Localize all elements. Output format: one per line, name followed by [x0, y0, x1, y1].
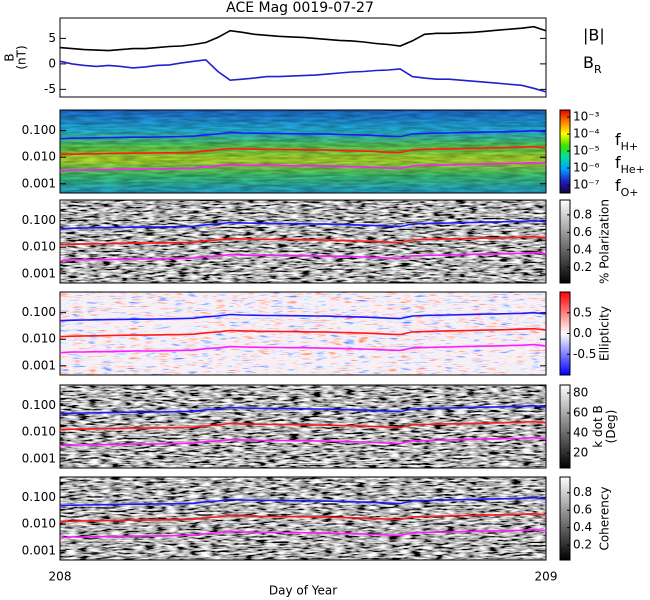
- colorbar: [559, 476, 571, 561]
- y-tick-label: 0.100: [22, 123, 56, 137]
- series-line: [59, 343, 547, 354]
- y-tick-label: -5: [44, 82, 56, 96]
- y-tick-label: 0.010: [22, 332, 56, 346]
- colorbar-tick-label: 0.8: [573, 207, 592, 221]
- spectrogram-bg: [60, 292, 546, 375]
- colorbar-tick-label: 0.4: [573, 520, 592, 534]
- colorbar-label: (Deg): [604, 410, 618, 444]
- series-line: [59, 129, 547, 140]
- series-line: [59, 327, 547, 338]
- legend-label: fHe+: [615, 153, 645, 176]
- y-tick-label: 0.001: [22, 266, 56, 280]
- series-line: [59, 436, 547, 447]
- colorbar-tick-label: -0.5: [573, 347, 596, 361]
- series-line: [59, 219, 547, 230]
- legend-label: fO+: [615, 176, 639, 199]
- colorbar-label: % Polarization: [598, 199, 612, 284]
- colorbar-tick-label: 10⁻³: [573, 110, 600, 124]
- spectrogram-texture: [60, 110, 546, 193]
- series-line: [59, 251, 547, 262]
- spectrogram-bg: [60, 200, 546, 283]
- colorbar-tick-label: 0.8: [573, 485, 592, 499]
- spectrogram-bg: [60, 385, 546, 468]
- series-line: [59, 145, 547, 156]
- series-line: [59, 58, 547, 93]
- spectrogram-bg: [60, 477, 546, 560]
- y-tick-label: 0: [48, 56, 56, 70]
- y-tick-label: 0.100: [22, 305, 56, 319]
- colorbar-tick-label: 10⁻⁴: [573, 127, 600, 141]
- x-axis-label: Day of Year: [269, 584, 337, 598]
- y-tick-label: 0.010: [22, 150, 56, 164]
- y-axis-label: (nT): [15, 45, 29, 69]
- plot-frame: [59, 291, 547, 376]
- plot-frame: [59, 384, 547, 469]
- series-line: [59, 161, 547, 172]
- colorbar-tick-label: 10⁻⁶: [573, 161, 600, 175]
- colorbar-tick-label: 0.2: [573, 538, 592, 552]
- colorbar-tick-label: 0.6: [573, 225, 592, 239]
- colorbar-tick-label: 60: [573, 406, 588, 420]
- colorbar-label: Ellipticity: [598, 306, 612, 361]
- legend-label: |B|: [583, 26, 605, 45]
- colorbar-label: k dot B: [591, 405, 605, 447]
- chart-title: ACE Mag 0019-07-27: [226, 0, 374, 16]
- y-tick-label: 0.010: [22, 517, 56, 531]
- x-tick-label: 208: [49, 570, 72, 584]
- colorbar-tick-label: 20: [573, 446, 588, 460]
- colorbar-tick-label: 0.2: [573, 260, 592, 274]
- y-tick-label: 0.010: [22, 425, 56, 439]
- legend-label: fH+: [615, 130, 638, 153]
- colorbar-tick-label: 10⁻⁵: [573, 144, 600, 158]
- colorbar: [559, 199, 571, 284]
- colorbar-tick-label: 0.5: [573, 305, 592, 319]
- colorbar: [559, 384, 571, 469]
- y-tick-label: 0.100: [22, 398, 56, 412]
- series-line: [59, 404, 547, 415]
- series-line: [59, 235, 547, 246]
- plot-frame: [59, 109, 547, 194]
- y-tick-label: 0.001: [22, 358, 56, 372]
- y-tick-label: 0.100: [22, 490, 56, 504]
- plot-frame: [59, 476, 547, 561]
- y-tick-label: 0.010: [22, 240, 56, 254]
- legend-label: BR: [583, 53, 602, 76]
- series-line: [59, 25, 547, 52]
- series-line: [59, 496, 547, 507]
- y-axis-label: B: [3, 53, 17, 61]
- y-tick-label: 0.100: [22, 213, 56, 227]
- y-tick-label: 0.001: [22, 543, 56, 557]
- x-tick-label: 209: [535, 570, 558, 584]
- y-tick-label: 0.001: [22, 451, 56, 465]
- colorbar-tick-label: 80: [573, 386, 588, 400]
- series-line: [59, 311, 547, 322]
- plot-frame: [59, 199, 547, 284]
- colorbar-tick-label: 40: [573, 426, 588, 440]
- series-line: [59, 512, 547, 523]
- colorbar-tick-label: 10⁻⁷: [573, 178, 600, 192]
- y-tick-label: 5: [48, 31, 56, 45]
- series-line: [59, 528, 547, 539]
- colorbar-tick-label: 0.4: [573, 242, 592, 256]
- y-tick-label: 0.001: [22, 176, 56, 190]
- plot-frame: [59, 17, 547, 98]
- series-line: [59, 420, 547, 431]
- colorbar-tick-label: 0.6: [573, 503, 592, 517]
- colorbar-tick-label: 0.0: [573, 326, 592, 340]
- colorbar-label: Coherency: [598, 486, 612, 550]
